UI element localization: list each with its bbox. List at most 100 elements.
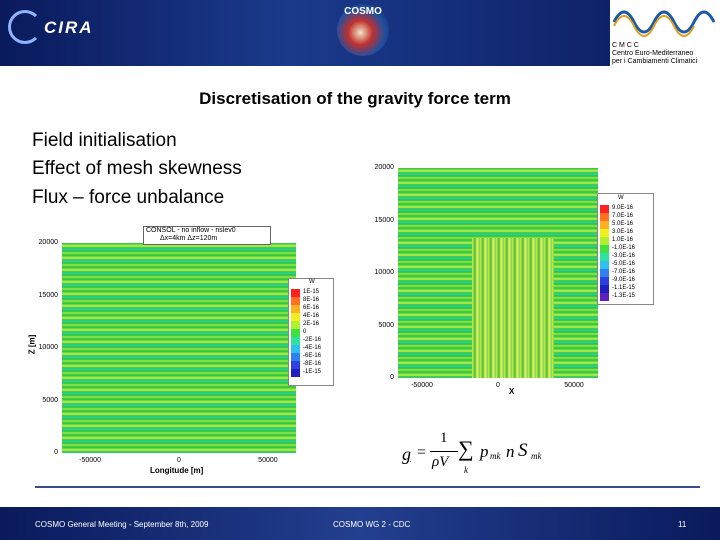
x-tick-label: -50000	[411, 382, 433, 389]
x-tick-label: 0	[177, 457, 181, 464]
legend-swatch	[600, 237, 609, 245]
legend-label: -1E-15	[303, 369, 322, 375]
formula-sub: mk	[490, 451, 501, 461]
formula-eq: =	[417, 444, 427, 461]
legend-swatch	[291, 345, 300, 353]
footer-rule	[35, 486, 700, 488]
y-tick-label: 5000	[378, 321, 394, 329]
x-tick-label: -50000	[79, 457, 101, 464]
x-tick-label: 50000	[258, 457, 278, 464]
legend-label: -2E-16	[303, 337, 322, 343]
formula-index: k	[464, 465, 468, 475]
legend-swatch	[600, 269, 609, 277]
plot-right-plume	[472, 238, 554, 378]
bullet: Field initialisation	[32, 130, 177, 151]
legend-title: W	[309, 279, 315, 285]
formula-term: p	[480, 442, 489, 461]
y-tick-label: 5000	[42, 396, 58, 404]
legend-swatch	[600, 221, 609, 229]
legend-label: -1.3E-15	[612, 293, 636, 299]
cosmo-logo-text: COSMO	[344, 6, 382, 17]
legend-swatch	[291, 361, 300, 369]
bullet: Effect of mesh skewness	[32, 158, 242, 179]
y-tick-label: 10000	[374, 269, 394, 276]
legend-swatch	[291, 329, 300, 337]
legend-label: -4E-16	[303, 345, 322, 351]
formula: g = 1 ρV ∑ k p mk n S mk	[400, 430, 560, 480]
legend-swatch	[600, 277, 609, 285]
legend-title: W	[618, 195, 624, 201]
page-number: 11	[678, 520, 687, 529]
legend-label: -1.1E-15	[612, 285, 636, 291]
plot-left-caption: Δx=4km Δz=120m	[160, 235, 218, 242]
legend-swatch	[600, 245, 609, 253]
x-tick-label: 50000	[564, 382, 584, 389]
y-tick-label: 0	[390, 374, 394, 381]
legend-swatch	[600, 205, 609, 213]
legend-swatch	[600, 285, 609, 293]
formula-s: S	[518, 440, 528, 461]
bullet: Flux – force unbalance	[32, 187, 225, 208]
cmcc-text: C M C C	[612, 42, 639, 49]
formula-lhs: g	[402, 444, 411, 464]
legend-label: 1.0E-16	[612, 237, 634, 243]
fraction-bar	[430, 451, 458, 452]
legend-swatch	[291, 337, 300, 345]
legend-label: -9.0E-16	[612, 277, 636, 283]
legend-swatch	[291, 313, 300, 321]
legend-label: -3.0E-16	[612, 253, 636, 259]
plot-left-caption: CONSOL - no inflow - nslev0	[146, 227, 236, 234]
legend-label: 7.0E-16	[612, 213, 634, 219]
formula-sum: ∑	[458, 436, 474, 461]
plot-left-field	[62, 243, 296, 453]
legend-label: 8E-16	[303, 297, 320, 303]
y-tick-label: 10000	[38, 344, 58, 351]
formula-n: n	[506, 442, 515, 461]
y-tick-label: 15000	[38, 291, 58, 299]
legend-label: 2E-16	[303, 321, 320, 327]
legend-swatch	[291, 305, 300, 313]
cmcc-text: Centro Euro-Mediterraneo	[612, 50, 694, 57]
cira-logo-text: CIRA	[44, 18, 94, 37]
legend-label: 9.0E-16	[612, 205, 634, 211]
legend-swatch	[291, 369, 300, 377]
legend-label: 0	[303, 329, 307, 335]
legend-swatch	[291, 297, 300, 305]
legend-swatch	[600, 293, 609, 301]
y-tick-label: 15000	[374, 216, 394, 224]
cmcc-text: per i Cambiamenti Climatici	[612, 58, 698, 65]
formula-sub: mk	[531, 451, 542, 461]
slide-title: Discretisation of the gravity force term	[199, 89, 511, 108]
legend-label: 6E-16	[303, 305, 320, 311]
legend-swatch	[600, 253, 609, 261]
legend-swatch	[600, 261, 609, 269]
legend-label: 3.0E-16	[612, 229, 634, 235]
cira-logo-ring	[8, 10, 42, 44]
footer-left: COSMO General Meeting - September 8th, 2…	[35, 520, 209, 529]
formula-num: 1	[440, 430, 448, 446]
footer-bar	[0, 507, 720, 540]
y-tick-label: 0	[54, 449, 58, 456]
legend-swatch	[291, 353, 300, 361]
legend-swatch	[291, 321, 300, 329]
legend-label: -8E-16	[303, 361, 322, 367]
legend-swatch	[600, 213, 609, 221]
legend-label: -1.0E-16	[612, 245, 636, 251]
legend-label: 4E-16	[303, 313, 320, 319]
legend-label: -6E-16	[303, 353, 322, 359]
y-tick-label: 20000	[38, 239, 58, 246]
cosmo-logo	[337, 4, 389, 56]
plot-left-caption-box	[143, 226, 271, 245]
cmcc-logo-wave	[612, 10, 716, 37]
legend-swatch	[291, 289, 300, 297]
legend-label: -5.0E-16	[612, 261, 636, 267]
legend-label: 1E-15	[303, 289, 320, 295]
x-axis-label: X	[509, 387, 515, 396]
x-axis-label: Longitude [m]	[150, 466, 204, 475]
legend-label: -7.0E-16	[612, 269, 636, 275]
x-tick-label: 0	[496, 382, 500, 389]
footer-center: COSMO WG 2 - CDC	[333, 520, 411, 529]
formula-den: ρV	[432, 454, 449, 470]
legend-label: 5.0E-16	[612, 221, 634, 227]
